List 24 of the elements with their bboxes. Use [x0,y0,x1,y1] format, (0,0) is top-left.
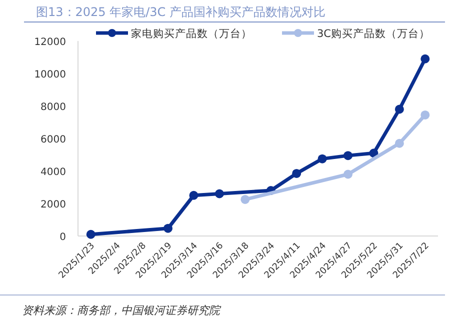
y-tick-label: 2000 [40,200,66,210]
y-tick-label: 0 [60,232,66,243]
point [394,104,404,114]
y-tick-label: 4000 [40,167,66,178]
point [189,190,198,200]
y-tick-label: 12000 [34,37,66,48]
chart-title: 图13：2025 年家电/3C 产品国补购买产品数情况对比 [36,5,326,19]
point [344,151,352,160]
point [240,194,250,204]
text: 资料来源：商务部，中国银河证券研究院 [22,304,222,317]
legend-label: 家电购买产品数（万台） [131,27,252,40]
y-tick-label: 6000 [40,134,66,146]
point [344,170,352,179]
legend-label: 3C购买产品数（万台） [317,27,430,40]
point [420,110,430,120]
point [420,54,430,64]
point [164,224,172,233]
point [86,230,96,239]
point [214,189,224,198]
point [394,138,404,148]
point [292,168,302,178]
point [318,154,327,164]
y-tick-label: 8000 [40,102,66,113]
y-tick-label: 10000 [34,70,66,80]
